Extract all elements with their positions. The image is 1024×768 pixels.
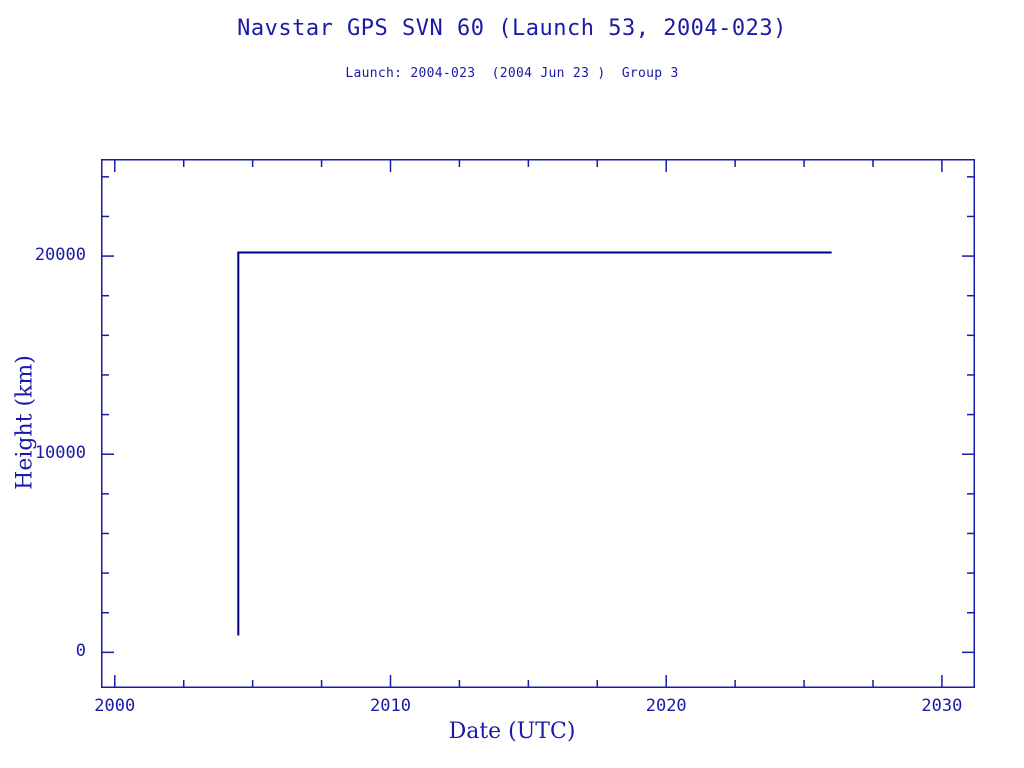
x-axis-title: Date (UTC) [448, 719, 576, 744]
data-series [237, 251, 832, 636]
y-tick-label: 0 [75, 641, 86, 662]
plot-frame-box [101, 159, 975, 688]
series-line [237, 251, 832, 636]
page-title: Navstar GPS SVN 60 (Launch 53, 2004-023) [237, 16, 787, 41]
plot-subtitle: Launch: 2004-023 (2004 Jun 23 ) Group 3 [345, 66, 679, 81]
plot-svg [101, 159, 975, 688]
x-tick-label: 2000 [94, 696, 136, 716]
y-tick-label: 10000 [34, 443, 86, 464]
y-tick-label: 20000 [34, 245, 86, 266]
axis-ticks [101, 159, 975, 688]
y-axis-title: Height (km) [12, 355, 38, 490]
x-tick-label: 2020 [645, 696, 687, 716]
plot-area [101, 159, 975, 688]
x-tick-label: 2030 [921, 696, 963, 716]
x-tick-label: 2010 [370, 696, 411, 716]
